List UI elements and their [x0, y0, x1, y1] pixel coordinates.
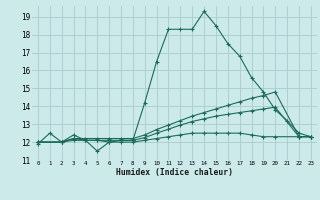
X-axis label: Humidex (Indice chaleur): Humidex (Indice chaleur): [116, 168, 233, 177]
